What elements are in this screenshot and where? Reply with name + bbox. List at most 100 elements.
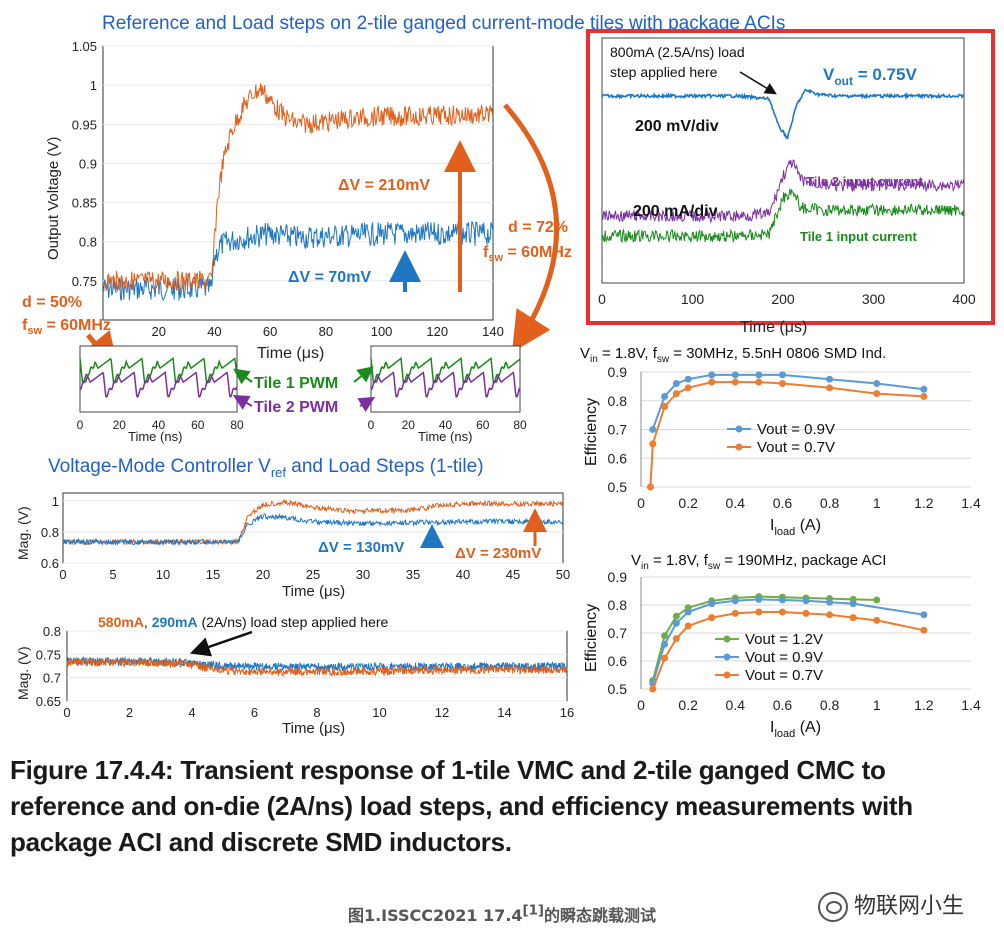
chart7-series-0.9v-point [661, 640, 669, 648]
chart7-xtick: 0.8 [820, 697, 840, 713]
chart4-title: Voltage-Mode Controller Vref and Load St… [48, 456, 484, 480]
chart6-series-0.9v-point [873, 380, 881, 387]
chart2-step-arrow [739, 71, 777, 95]
chart7-series-1.2v-point [661, 632, 669, 640]
pwm-left-series-tile1 [79, 356, 238, 384]
chart7-series-0.9v-point [778, 596, 786, 604]
pwm-inset-right: 0 20 40 60 80 Time (ns) [368, 345, 527, 444]
chart7-series-0.9v-point [731, 597, 739, 605]
chart1-xtick: 40 [207, 324, 221, 339]
pwm-tile2-arrow-right [357, 396, 376, 413]
chart6-series-0.9v-point [778, 371, 786, 379]
chart6-xtick: 1.2 [914, 495, 934, 511]
chart5-series-orange [66, 657, 568, 678]
chart7-legend-marker [723, 671, 731, 679]
chart7-ylabel: Efficiency [583, 604, 600, 672]
chart7-series-0.7v-point [873, 616, 881, 624]
chart2-series-tile-2-input-current [601, 159, 965, 224]
chart4-ytick: 0.8 [41, 525, 59, 540]
chart5-ytick: 0.8 [43, 624, 61, 639]
chart6-legend-marker [735, 425, 743, 433]
chart1-d50: d = 50% [22, 294, 82, 311]
chart5-ytick: 0.75 [36, 647, 61, 662]
chart7-xtick: 1.4 [961, 697, 981, 713]
chart6-ytick: 0.6 [608, 450, 628, 466]
chart1-ytick: 0.9 [79, 156, 97, 171]
chart1-xtick: 100 [371, 324, 393, 339]
chart7-series-0.9v-point [849, 600, 857, 608]
chart6-series-0.7v-point [731, 378, 739, 386]
chart7-series-1.2v-point [672, 612, 680, 620]
pwm-left-series-tile2 [79, 370, 238, 398]
chart7-legend-marker [723, 635, 731, 643]
chart4: 0.6 0.8 1 0 5 10 15 20 25 30 35 40 45 50 Mag. (V) Ti… [15, 492, 570, 600]
chart1-xtick: 80 [319, 324, 333, 339]
chart2-vout-label: Vout = 0.75V [823, 65, 917, 88]
chart7-ytick: 0.5 [608, 681, 628, 697]
chart7-series-0.7v-point [708, 614, 716, 622]
chart7-legend-marker [723, 653, 731, 661]
chart7-xtick: 1.2 [914, 697, 934, 713]
chart1-series-blue [102, 221, 494, 302]
footer-main: 图1.ISSCC2021 17.4 [347, 906, 523, 925]
pwm-tile2-arrow-left [232, 395, 253, 410]
chart6-series-0.9v-point [708, 371, 716, 379]
chart7-series-0.7v-point [649, 685, 657, 693]
chart2-step-note-1: 800mA (2.5A/ns) load [610, 44, 745, 60]
chart4-series-orange [62, 498, 564, 547]
chart7-legend-label: Vout = 0.7V [745, 667, 823, 684]
watermark: 物联网小生 [818, 888, 964, 922]
chart6-ytick: 0.9 [608, 364, 628, 380]
chart5-xtick: 6 [251, 705, 258, 720]
wechat-icon [818, 892, 848, 922]
chart6-series-0.7v-point [646, 483, 654, 491]
chart7-series-1.2v-point [873, 596, 881, 604]
chart7-series-0.9v-point [672, 619, 680, 627]
chart6-xtick: 0.8 [820, 495, 840, 511]
chart6-series-0.7v-point [708, 378, 716, 386]
chart1: 0.75 0.8 0.85 0.9 0.95 1 1.05 20 40 60 80 100 120 14… [22, 39, 572, 374]
chart6-series-0.9v-point [684, 375, 692, 383]
chart6-xlabel: Iload (A) [770, 517, 821, 538]
chart1-xtick: 140 [482, 324, 504, 339]
chart7: 0.5 0.6 0.7 0.8 0.9 0 0.2 0.4 0.6 0.8 1 1.2 1.4 Eff… [583, 569, 981, 740]
chart6-series-0.7v-point [755, 378, 763, 386]
chart7-series-0.7v-point [778, 608, 786, 616]
chart7-series-0.7v-point [661, 654, 669, 662]
chart4-xtick: 35 [406, 567, 420, 582]
chart5-ylabel: Mag. (V) [15, 646, 31, 700]
chart6-series-0.7v-point [672, 390, 680, 398]
chart1-dv-orange: ΔV = 210mV [338, 177, 430, 194]
chart6-series-0.7v-point [684, 384, 692, 392]
chart7-series-0.9v-point [755, 595, 763, 603]
chart7-series-0.9v-line [651, 598, 925, 684]
chart7-series-0.9v-point [684, 608, 692, 616]
chart2-tile1-label: Tile 1 input current [800, 229, 917, 244]
chart5-xtick: 14 [497, 705, 511, 720]
chart4-xtick: 5 [109, 567, 116, 582]
chart7-series-0.7v-point [731, 609, 739, 617]
chart5: 0.65 0.7 0.75 0.8 0 2 4 6 8 10 12 14 16 Mag. (V) Ti… [15, 614, 574, 737]
chart1-xtick: 20 [151, 324, 165, 339]
pwm-right-xtick: 80 [513, 418, 527, 432]
chart6-series-0.7v-point [778, 380, 786, 387]
chart6-series-0.7v-point [873, 390, 881, 398]
chart4-xlabel: Time (μs) [282, 583, 345, 600]
chart6-xtick: 0.4 [726, 495, 746, 511]
pwm-tile2-label: Tile 2 PWM [254, 399, 338, 416]
chart5-ytick: 0.7 [43, 671, 61, 686]
chart6-legend-label: Vout = 0.9V [757, 421, 835, 438]
chart7-ytick: 0.8 [608, 597, 628, 613]
chart6-series-0.7v-point [826, 384, 834, 392]
chart6-ytick: 0.8 [608, 393, 628, 409]
chart6-series-0.7v-point [649, 440, 657, 448]
chart1-ylabel: Output Voltage (V) [45, 137, 62, 260]
chart1-ytick: 0.75 [72, 274, 97, 289]
chart7-ytick: 0.9 [608, 569, 628, 585]
pwm-left-xtick: 0 [77, 418, 84, 432]
chart1-ytick: 0.95 [72, 117, 97, 132]
chart4-xtick: 40 [456, 567, 470, 582]
pwm-tile1-label: Tile 1 PWM [254, 375, 338, 392]
chart6-xtick: 1.4 [961, 495, 981, 511]
chart7-series-0.7v-point [802, 609, 810, 617]
